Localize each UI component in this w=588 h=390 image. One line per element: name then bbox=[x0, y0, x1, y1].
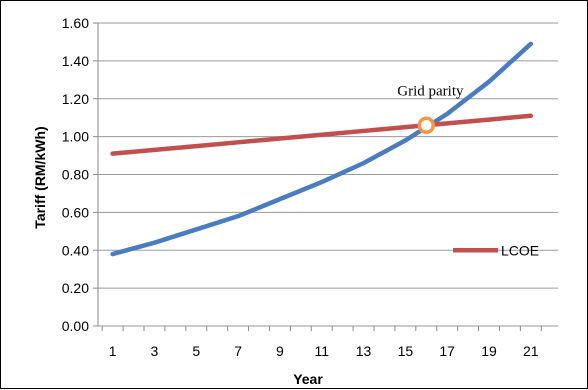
x-tick-label: 11 bbox=[314, 343, 329, 359]
x-tick-label: 1 bbox=[109, 343, 117, 359]
axes: 0.000.200.400.600.801.001.201.401.601 3 5 7… bbox=[62, 15, 542, 359]
y-tick-label: 1.20 bbox=[62, 91, 89, 107]
series-lines bbox=[110, 41, 534, 257]
x-tick-label: 17 bbox=[439, 343, 455, 359]
legend-label: LCOE bbox=[501, 242, 539, 258]
gridlines bbox=[98, 22, 558, 327]
y-tick-label: 1.60 bbox=[62, 15, 89, 31]
x-axis-title: Year bbox=[293, 371, 323, 387]
x-tick-label: 5 bbox=[192, 343, 200, 359]
grid-parity-marker bbox=[417, 116, 436, 135]
x-tick-label: 7 bbox=[234, 343, 242, 359]
legend: LCOE bbox=[453, 242, 539, 258]
y-tick-label: 1.00 bbox=[62, 129, 89, 145]
y-axis-title: Tariff (RM/kWh) bbox=[32, 126, 48, 228]
grid-parity-label: Grid parity bbox=[397, 83, 464, 99]
x-tick-label: 3 bbox=[151, 343, 159, 359]
annotations: Grid parity bbox=[397, 83, 464, 135]
y-tick-label: 0.60 bbox=[62, 204, 89, 220]
y-tick-label: 0.40 bbox=[62, 242, 89, 258]
x-tick-label: 19 bbox=[481, 343, 497, 359]
series-line-tariff bbox=[110, 41, 534, 257]
y-tick-label: 1.40 bbox=[62, 53, 89, 69]
x-tick-label: 9 bbox=[276, 343, 284, 359]
y-tick-label: 0.80 bbox=[62, 167, 89, 183]
x-tick-label: 13 bbox=[356, 343, 372, 359]
series-line-lcoe bbox=[110, 113, 534, 156]
y-tick-label: 0.00 bbox=[62, 318, 89, 334]
x-tick-label: 15 bbox=[398, 343, 414, 359]
y-tick-label: 0.20 bbox=[62, 280, 89, 296]
x-tick-label: 21 bbox=[523, 343, 539, 359]
